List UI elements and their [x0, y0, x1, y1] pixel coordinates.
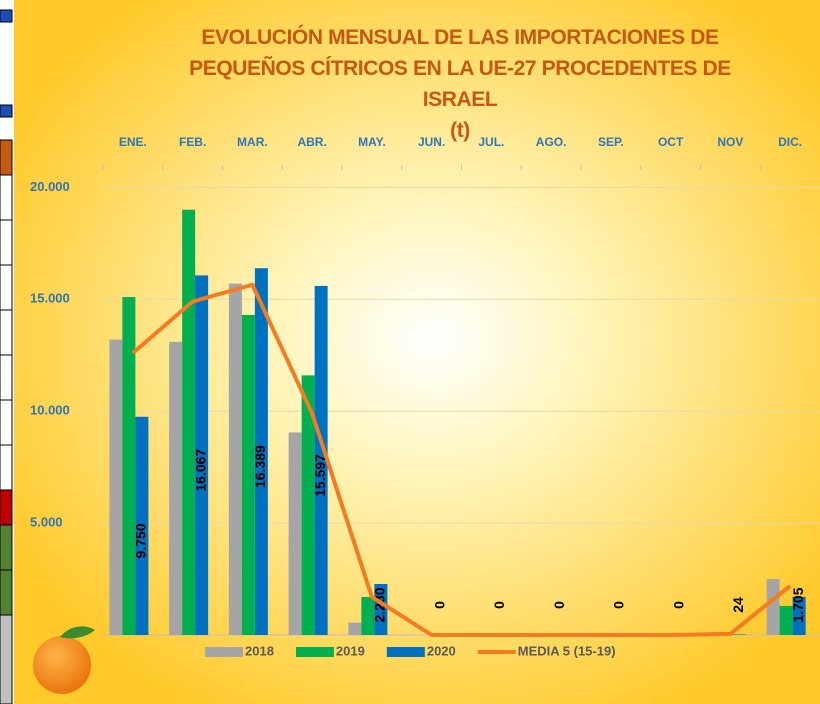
legend-label: 2020 [427, 643, 456, 658]
data-label: 0 [551, 601, 567, 609]
data-label: 0 [611, 601, 627, 609]
bar [122, 297, 135, 635]
legend-swatch [296, 647, 334, 657]
x-tick-label: DIC. [778, 135, 802, 149]
y-tick-label: 20.000 [30, 179, 70, 194]
left-strip [0, 10, 12, 704]
legend-label: 2018 [245, 643, 274, 658]
page: 5.00010.00015.00020.000ENE.FEB.MAR.ABR.M… [0, 0, 820, 704]
data-label: 9.750 [133, 523, 149, 558]
chart-title: EVOLUCIÓN MENSUAL DE LAS IMPORTACIONES D… [150, 22, 770, 146]
bar [182, 210, 195, 635]
legend-label: 2019 [336, 643, 365, 658]
bar [733, 634, 746, 635]
x-tick-label: ENE. [119, 135, 147, 149]
data-label: 0 [491, 601, 507, 609]
subtitle: (t) [150, 115, 770, 146]
y-tick-label: 10.000 [30, 403, 70, 418]
legend-swatch [205, 647, 243, 657]
legend-swatch [387, 647, 425, 657]
bar [169, 342, 182, 635]
y-tick-label: 15.000 [30, 291, 70, 306]
data-label: 1.705 [790, 587, 806, 622]
data-label: 16.067 [192, 449, 208, 492]
bar [767, 579, 780, 635]
bar [109, 340, 122, 635]
y-tick-label: 5.000 [30, 515, 63, 530]
data-label: 0 [431, 601, 447, 609]
legend-label: MEDIA 5 (15-19) [518, 643, 616, 658]
title-text: EVOLUCIÓN MENSUAL DE LAS IMPORTACIONES D… [150, 22, 770, 115]
data-label: 16.389 [252, 445, 268, 488]
bar [289, 432, 302, 635]
data-label: 24 [730, 597, 746, 613]
bar [348, 623, 361, 635]
bar [229, 284, 242, 635]
data-label: 0 [670, 601, 686, 609]
